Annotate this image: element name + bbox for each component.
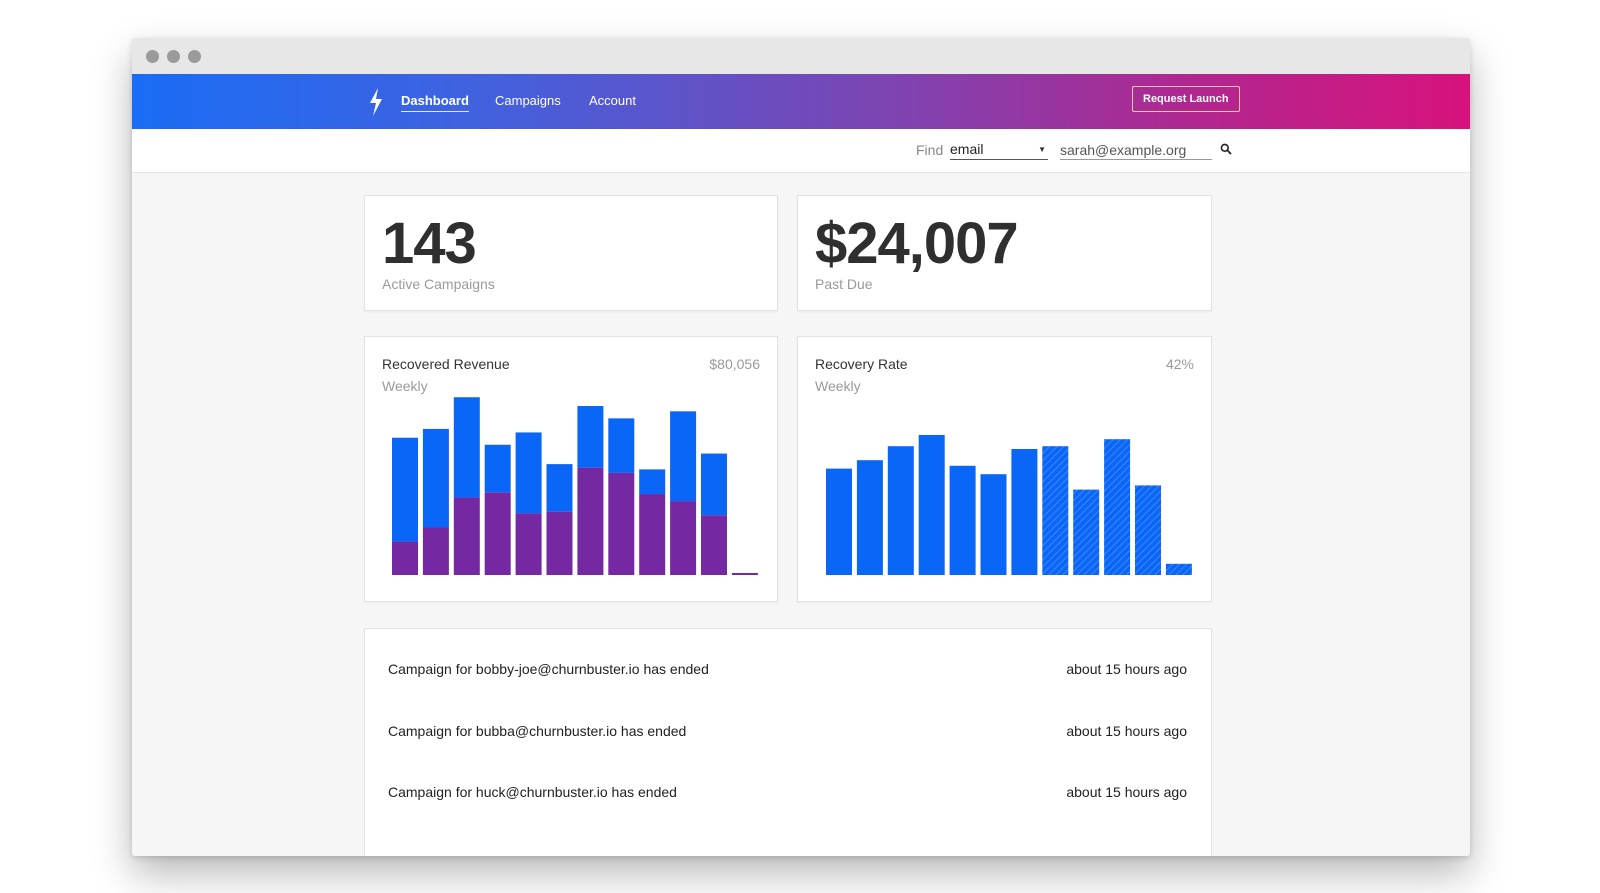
revenue-bar-upper [608,418,635,473]
revenue-bar-lower [577,467,604,575]
nav-dashboard[interactable]: Dashboard [401,93,469,112]
revenue-bar-upper [546,464,573,512]
past-due-label: Past Due [815,276,873,292]
revenue-bar-upper [639,469,666,495]
recovered-revenue-chart [392,397,758,575]
activity-time: about 15 hours ago [1066,723,1187,739]
top-navbar: Dashboard Campaigns Account Request Laun… [132,74,1470,129]
rate-bar-projected [1165,563,1192,575]
revenue-bar-upper [701,453,727,516]
revenue-bar-lower [515,513,542,575]
recovery-rate-chart [826,435,1192,575]
rate-bar [980,474,1007,575]
activity-message: Campaign for bubba@churnbuster.io has en… [388,723,687,739]
active-campaigns-value: 143 [382,211,477,276]
find-field-select[interactable]: email ▼ [950,141,1048,160]
revenue-bar-upper [484,444,511,493]
revenue-bar-lower [392,541,418,575]
recovered-revenue-total: $80,056 [709,356,760,372]
stat-card-active-campaigns: 143 Active Campaigns [364,195,778,311]
rate-bar-projected [1104,439,1131,575]
minimize-window-dot[interactable] [167,50,180,63]
window-titlebar [132,38,1470,75]
past-due-value: $24,007 [815,211,1019,276]
rate-bar-projected [1073,489,1100,575]
active-campaigns-label: Active Campaigns [382,276,495,292]
rate-bar-projected [1135,485,1161,575]
nav-campaigns[interactable]: Campaigns [495,93,561,108]
recovery-rate-total: 42% [1165,356,1194,372]
request-launch-button[interactable]: Request Launch [1132,86,1240,112]
revenue-bar-lower [670,501,697,575]
maximize-window-dot[interactable] [188,50,201,63]
activity-row[interactable]: Campaign for bobby-joe@churnbuster.io ha… [388,661,1187,681]
revenue-bar-upper [453,397,480,498]
activity-message: Campaign for huck@churnbuster.io has end… [388,784,677,800]
stat-card-past-due: $24,007 Past Due [797,195,1212,311]
recovery-rate-subtitle: Weekly [815,378,861,394]
activity-message: Campaign for bobby-joe@churnbuster.io ha… [388,661,709,677]
revenue-bar-upper [392,437,418,542]
rate-bar [949,465,976,575]
recovery-rate-card: Recovery Rate Weekly 42% [797,336,1212,602]
find-field-value: email [950,141,984,157]
rate-bar [887,446,914,575]
find-search-input[interactable] [1060,141,1212,160]
recovered-revenue-card: Recovered Revenue Weekly $80,056 [364,336,778,602]
rate-bar [826,468,852,575]
revenue-bar-lower [639,494,666,575]
revenue-bar-lower [453,497,480,575]
activity-row[interactable]: Campaign for huck@churnbuster.io has end… [388,784,1187,804]
rate-bar-projected [1042,446,1069,575]
revenue-bar-upper [515,432,542,514]
close-window-dot[interactable] [146,50,159,63]
activity-time: about 15 hours ago [1066,661,1187,677]
revenue-bar-lower [608,472,635,575]
rate-bar [1011,449,1038,575]
revenue-bar-lower [422,527,449,575]
find-bar: Find email ▼ [132,129,1470,173]
recovered-revenue-title: Recovered Revenue [382,356,510,372]
revenue-bar-lower [484,492,511,575]
search-icon[interactable] [1220,143,1232,155]
activity-row[interactable]: Campaign for bubba@churnbuster.io has en… [388,723,1187,743]
browser-window: Dashboard Campaigns Account Request Laun… [132,38,1470,856]
revenue-bar-lower [546,511,573,575]
nav-account[interactable]: Account [589,93,636,108]
revenue-bar-upper [422,428,449,528]
rate-bar [918,435,945,575]
activity-time: about 15 hours ago [1066,784,1187,800]
find-label: Find [916,142,944,158]
revenue-bar-upper [577,406,604,468]
caret-down-icon: ▼ [1038,145,1046,154]
lightning-logo-icon[interactable] [368,88,384,116]
activity-feed: Campaign for bobby-joe@churnbuster.io ha… [364,628,1212,856]
revenue-bar-lower [701,515,727,575]
revenue-bar-lower [731,573,758,575]
recovery-rate-title: Recovery Rate [815,356,908,372]
revenue-bar-upper [670,411,697,502]
recovered-revenue-subtitle: Weekly [382,378,428,394]
rate-bar [856,460,883,575]
